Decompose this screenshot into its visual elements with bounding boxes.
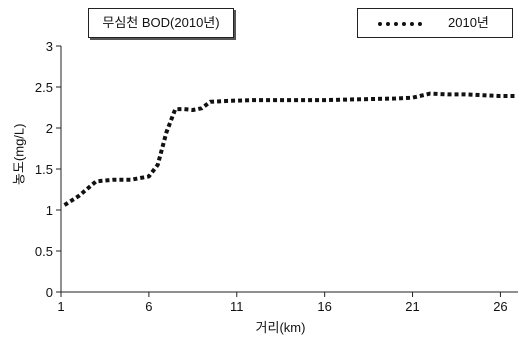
x-tick-label: 11 bbox=[230, 299, 244, 314]
x-tick-label: 1 bbox=[57, 299, 64, 314]
y-tick-label: 0 bbox=[46, 285, 53, 300]
x-tick-label: 6 bbox=[145, 299, 152, 314]
y-axis-label: 농도(mg/L) bbox=[11, 123, 27, 185]
y-tick-label: 2 bbox=[46, 121, 53, 136]
legend-label: 2010년 bbox=[448, 15, 489, 30]
y-tick-label: 3 bbox=[46, 39, 53, 54]
x-tick-label: 21 bbox=[405, 299, 419, 314]
legend: 2010년 bbox=[357, 8, 513, 38]
y-tick-label: 1.5 bbox=[35, 162, 53, 177]
series-line bbox=[63, 91, 515, 207]
y-tick-label: 0.5 bbox=[35, 244, 53, 259]
y-tick-label: 2.5 bbox=[35, 80, 53, 95]
legend-swatch bbox=[378, 22, 422, 26]
x-tick-label: 26 bbox=[493, 299, 507, 314]
chart-title: 무심천 BOD(2010년) bbox=[88, 8, 234, 38]
x-axis-label: 거리(km) bbox=[255, 320, 306, 335]
y-tick-label: 1 bbox=[46, 203, 53, 218]
x-tick-label: 16 bbox=[317, 299, 331, 314]
